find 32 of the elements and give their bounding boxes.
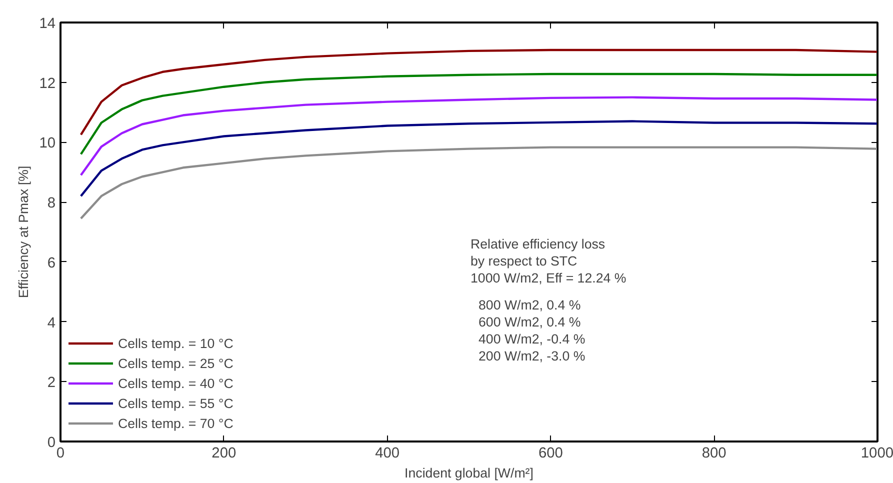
legend-label: Cells temp. = 70 °C <box>118 416 234 430</box>
y-tick-label: 2 <box>47 375 56 392</box>
y-tick-label: 6 <box>47 255 56 272</box>
x-tick-label: 1000 <box>860 446 893 462</box>
x-axis-title: Incident global [W/m²] <box>404 466 534 480</box>
y-tick-label: 12 <box>39 76 56 92</box>
annotation: 400 W/m2, -0.4 % <box>478 332 586 346</box>
annotation: 600 W/m2, 0.4 % <box>478 314 581 330</box>
y-tick-label: 4 <box>47 315 56 332</box>
x-tick-label: 200 <box>212 446 236 462</box>
x-tick-label: 400 <box>375 446 400 462</box>
x-tick-label: 600 <box>538 446 563 462</box>
annotation: 200 W/m2, -3.0 % <box>478 348 586 364</box>
line-series <box>80 48 878 136</box>
y-tick-label: 10 <box>39 136 56 152</box>
y-tick-label: 8 <box>47 196 56 212</box>
line-series <box>80 72 878 156</box>
legend-label: Cells temp. = 55 °C <box>118 396 234 410</box>
x-tick-label: 800 <box>702 446 726 462</box>
annotation: Relative efficiency loss <box>470 236 606 252</box>
annotation: 800 W/m2, 0.4 % <box>478 298 581 312</box>
line-series <box>80 120 878 198</box>
y-axis-title: Efficiency at Pmax [%] <box>16 166 32 298</box>
line-series <box>80 146 878 220</box>
legend-label: Cells temp. = 25 °C <box>118 356 234 370</box>
y-tick-label: 0 <box>47 435 56 451</box>
legend-label: Cells temp. = 40 °C <box>118 376 234 390</box>
y-tick-label: 14 <box>39 16 56 32</box>
annotation: 1000 W/m2, Eff = 12.24 % <box>470 270 626 286</box>
annotation: by respect to STC <box>470 254 578 268</box>
legend-label: Cells temp. = 10 °C <box>118 336 234 350</box>
line-series <box>80 96 878 176</box>
